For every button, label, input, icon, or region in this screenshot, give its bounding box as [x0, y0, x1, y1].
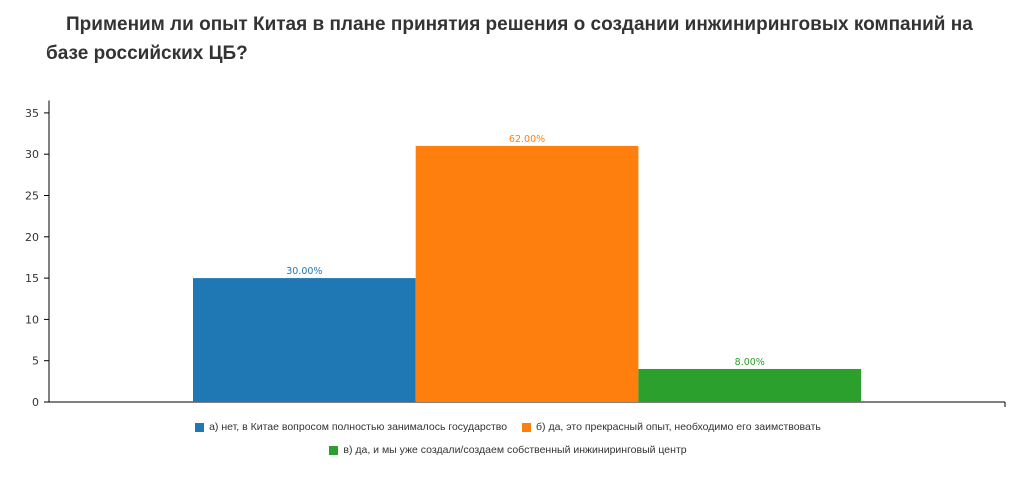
legend-label: б) да, это прекрасный опыт, необходимо е…	[536, 421, 821, 433]
chart-title: Применим ли опыт Китая в плане принятия …	[46, 14, 973, 64]
data-label: 30.00%	[286, 266, 322, 277]
y-tick-label: 35	[25, 107, 39, 120]
y-tick-label: 5	[32, 355, 39, 368]
y-tick-label: 20	[25, 231, 39, 244]
legend-item-c[interactable]: в) да, и мы уже создали/создаем собствен…	[329, 444, 687, 456]
y-tick-label: 0	[32, 396, 39, 409]
y-tick-label: 15	[25, 272, 39, 285]
bar	[415, 145, 639, 402]
bar	[638, 368, 862, 402]
legend-row-1: а) нет, в Китае вопросом полностью заним…	[0, 421, 1016, 435]
legend-swatch	[522, 422, 532, 432]
legend-label: а) нет, в Китае вопросом полностью заним…	[209, 421, 508, 433]
legend-swatch	[329, 445, 339, 455]
data-label: 62.00%	[509, 134, 545, 145]
y-tick-label: 25	[25, 190, 39, 203]
legend-swatch	[195, 422, 205, 432]
legend-row-2: в) да, и мы уже создали/создаем собствен…	[0, 444, 1016, 458]
bar	[193, 278, 416, 402]
legend-item-a[interactable]: а) нет, в Китае вопросом полностью заним…	[195, 421, 507, 433]
y-tick-label: 30	[25, 148, 39, 161]
legend-label: в) да, и мы уже создали/создаем собствен…	[343, 444, 687, 456]
y-tick-label: 10	[25, 313, 39, 326]
data-label: 8.00%	[735, 357, 765, 368]
legend-item-b[interactable]: б) да, это прекрасный опыт, необходимо е…	[522, 421, 821, 433]
